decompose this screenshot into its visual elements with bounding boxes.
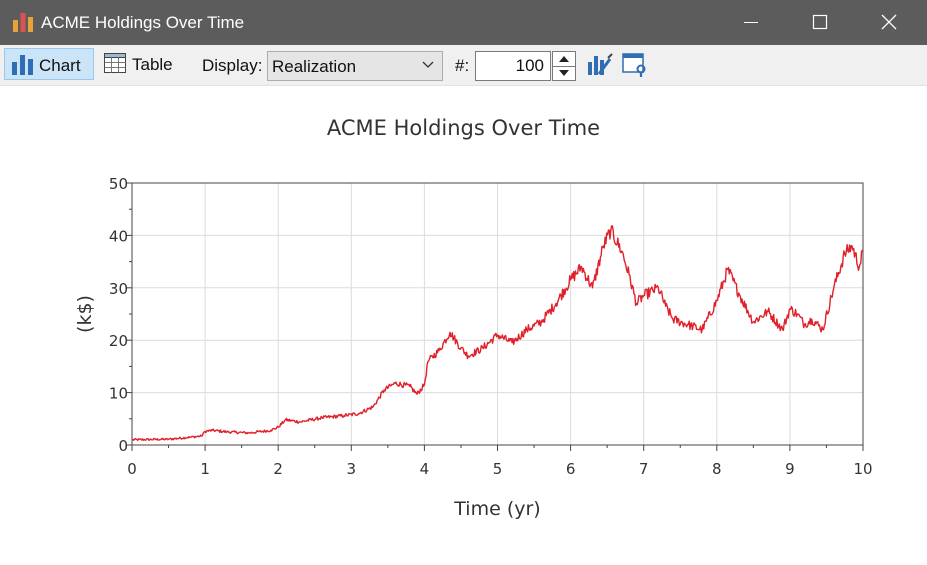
minimize-button[interactable]: [728, 0, 774, 45]
chart-area: ACME Holdings Over Time 0 1 2 3 4 5 6 7 8 9 10 0 10 2…: [0, 86, 927, 565]
window-settings-icon: [622, 53, 646, 77]
window-title: ACME Holdings Over Time: [41, 13, 245, 32]
display-select[interactable]: Realization: [267, 51, 443, 81]
y-tick-label: 30: [109, 280, 128, 298]
x-tick-label: 2: [273, 460, 283, 478]
close-icon: [881, 14, 897, 30]
chart-title: ACME Holdings Over Time: [326, 116, 601, 140]
number-spinner: [552, 51, 576, 81]
x-tick-label: 9: [785, 460, 795, 478]
x-tick-label: 7: [639, 460, 649, 478]
chart-view-label: Chart: [39, 56, 81, 75]
triangle-down-icon: [559, 70, 569, 76]
table-view-button[interactable]: Table: [101, 48, 183, 80]
chart-edit-icon: [588, 53, 613, 75]
y-tick-label: 0: [118, 437, 128, 455]
x-tick-label: 1: [200, 460, 210, 478]
display-select-value: Realization: [272, 57, 357, 76]
x-tick-label: 0: [127, 460, 137, 478]
x-tick-label: 6: [566, 460, 576, 478]
toolbar: Chart Table Display: Realization #:: [0, 45, 927, 86]
series-line: [131, 225, 864, 442]
x-tick-label: 10: [853, 460, 872, 478]
x-tick-label: 3: [347, 460, 357, 478]
bar-chart-icon: [12, 55, 33, 75]
y-tick-label: 20: [109, 332, 128, 350]
triangle-up-icon: [559, 56, 569, 62]
minimize-icon: [744, 22, 758, 23]
x-axis-label: Time (yr): [453, 498, 540, 520]
y-tick-label: 10: [109, 385, 128, 403]
maximize-button[interactable]: [797, 0, 843, 45]
spin-up-button[interactable]: [553, 52, 575, 67]
display-label: Display:: [202, 56, 263, 75]
spin-down-button[interactable]: [553, 66, 575, 80]
x-tick-label: 8: [712, 460, 722, 478]
x-tick-label: 5: [493, 460, 503, 478]
table-view-label: Table: [132, 55, 173, 74]
chevron-down-icon: [422, 61, 434, 68]
number-label: #:: [455, 56, 470, 75]
settings-button[interactable]: [621, 50, 649, 78]
y-tick-label: 40: [109, 227, 128, 245]
y-axis-label: (k$): [74, 295, 96, 333]
x-tick-label: 4: [420, 460, 430, 478]
chart-view-button[interactable]: Chart: [4, 48, 94, 80]
close-button[interactable]: [866, 0, 912, 45]
table-icon: [104, 53, 126, 73]
title-bar: ACME Holdings Over Time: [0, 0, 927, 45]
line-chart: 0 1 2 3 4 5 6 7 8 9 10 0 10 20 30 40 50 Time (yr) (k$): [74, 175, 873, 520]
chart-properties-button[interactable]: [586, 50, 614, 78]
realization-number-input[interactable]: [475, 51, 551, 81]
y-tick-label: 50: [109, 175, 128, 193]
chart-app-icon: [13, 13, 33, 32]
maximize-icon: [812, 14, 828, 30]
